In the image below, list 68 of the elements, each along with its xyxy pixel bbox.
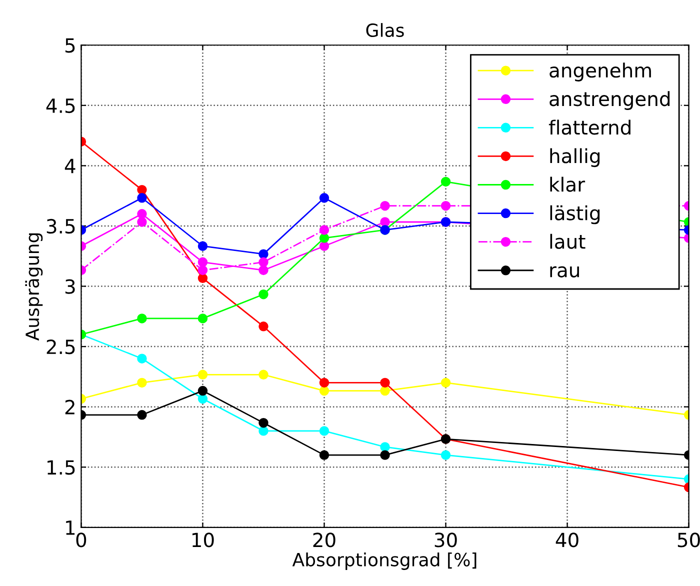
- x-tick-label: 40: [556, 532, 578, 548]
- legend-label: klar: [550, 176, 586, 192]
- point: [198, 370, 208, 380]
- x-tick-label: 20: [313, 532, 336, 548]
- point: [258, 265, 268, 276]
- point: [258, 426, 268, 436]
- point: [319, 450, 330, 460]
- y-tick-label: 1.5: [48, 460, 75, 475]
- y-tick-label: 4.5: [46, 98, 75, 114]
- legend-label: laut: [550, 234, 586, 249]
- point: [380, 217, 390, 227]
- y-tick-label: 1: [66, 520, 75, 535]
- x-axis-title: Absorptionsgrad [%]: [292, 552, 476, 570]
- x-tick-label: 50: [678, 532, 700, 548]
- point: [440, 176, 451, 187]
- point: [258, 249, 268, 259]
- legend-label: anstrengend: [550, 91, 670, 110]
- point: [137, 410, 147, 420]
- point: [137, 184, 147, 195]
- point: [380, 442, 390, 452]
- point: [319, 233, 330, 243]
- y-tick-label: 4: [64, 158, 76, 174]
- point: [319, 378, 330, 388]
- point: [380, 200, 390, 211]
- x-tick-label: 0: [76, 532, 86, 548]
- point: [319, 426, 330, 436]
- point: [198, 273, 208, 284]
- y-tick-label: 2.5: [46, 340, 75, 354]
- point: [258, 370, 268, 380]
- point: [137, 193, 147, 203]
- legend-label: flatternd: [548, 120, 630, 135]
- legend-label: hallig: [550, 148, 600, 168]
- chart-title: Glas: [366, 23, 404, 38]
- point: [319, 241, 330, 251]
- x-tick-label: 10: [192, 532, 214, 548]
- point: [198, 257, 208, 268]
- y-tick-label: 3: [65, 279, 75, 294]
- y-tick-label: 5: [65, 38, 75, 53]
- legend-label: rau: [550, 266, 579, 278]
- point: [258, 289, 268, 300]
- y-tick-label: 2: [65, 400, 74, 414]
- point: [319, 386, 330, 396]
- point: [198, 241, 208, 251]
- point: [380, 450, 390, 460]
- point: [380, 386, 390, 396]
- point: [319, 225, 330, 235]
- point: [380, 378, 390, 388]
- point: [137, 314, 147, 324]
- point: [198, 386, 208, 396]
- point: [198, 394, 208, 404]
- point: [198, 314, 208, 324]
- point: [137, 354, 147, 364]
- point: [137, 209, 147, 219]
- point: [258, 322, 268, 332]
- y-tick-label: 3.5: [46, 218, 75, 234]
- point: [198, 265, 208, 276]
- point: [258, 418, 268, 428]
- legend-label: angenehm: [550, 62, 651, 82]
- point: [440, 450, 451, 460]
- point: [319, 193, 330, 203]
- y-axis-title: Ausprägung: [25, 233, 43, 341]
- point: [137, 378, 147, 388]
- point: [258, 257, 268, 268]
- x-tick-label: 30: [434, 532, 457, 548]
- legend-label: lästig: [550, 205, 600, 224]
- point: [440, 378, 451, 388]
- point: [137, 217, 147, 227]
- point: [440, 200, 451, 211]
